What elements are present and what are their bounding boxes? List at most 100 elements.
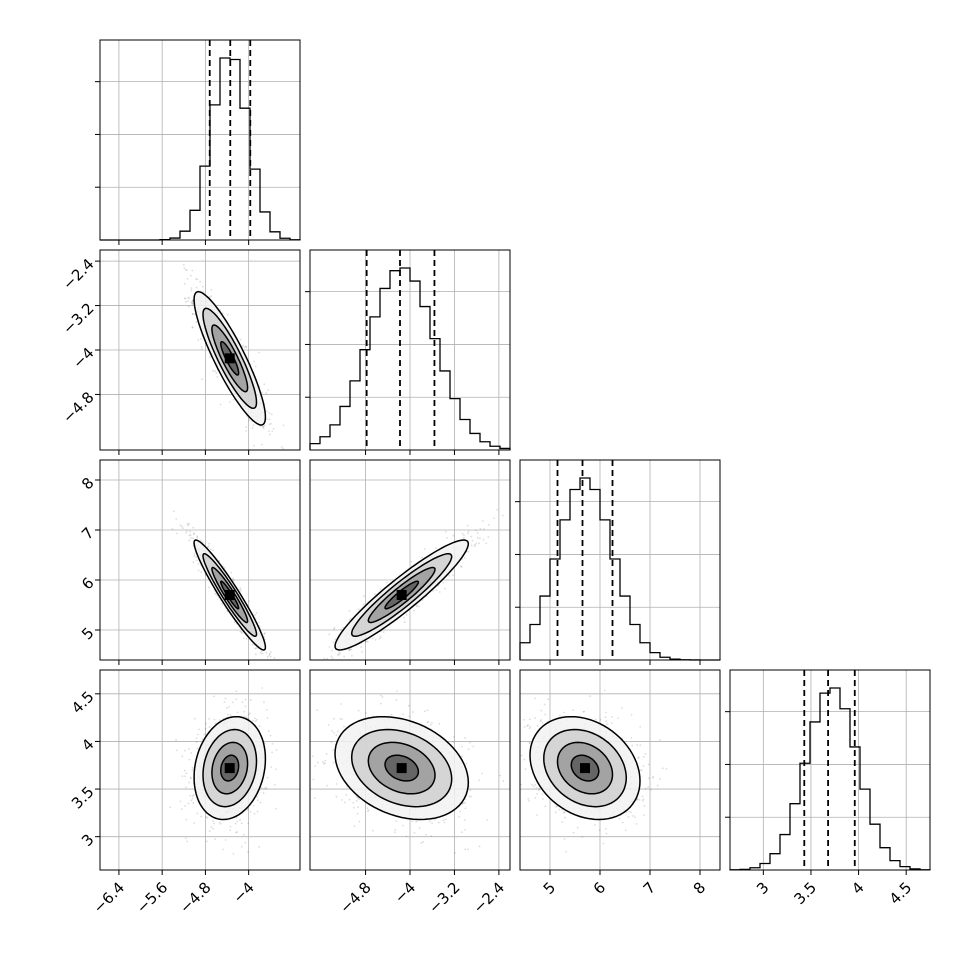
sample-point — [474, 543, 477, 546]
sample-point — [214, 370, 216, 372]
sample-point — [199, 539, 202, 542]
sample-point — [460, 565, 463, 568]
sample-point — [189, 530, 191, 533]
sample-point — [270, 422, 272, 425]
sample-point — [219, 309, 222, 312]
panel-2-2 — [515, 459, 721, 665]
sample-point — [478, 542, 481, 545]
sample-point — [233, 621, 236, 624]
sample-point — [193, 822, 196, 824]
sample-point — [348, 619, 351, 622]
sample-point — [185, 818, 188, 821]
sample-point — [235, 690, 238, 693]
sample-point — [242, 344, 244, 347]
sample-point — [357, 709, 360, 712]
sample-point — [206, 546, 209, 549]
sample-point — [183, 769, 186, 772]
sample-point — [479, 527, 482, 530]
sample-point — [339, 703, 342, 705]
sample-point — [266, 410, 268, 413]
panel-frame — [99, 669, 301, 871]
sample-point — [191, 795, 194, 797]
sample-point — [339, 717, 341, 720]
sample-point — [190, 752, 193, 754]
sample-point — [343, 801, 346, 804]
sample-point — [415, 820, 418, 823]
sample-point — [350, 648, 353, 651]
sample-point — [189, 534, 192, 537]
sample-point — [201, 378, 204, 381]
sample-point — [532, 785, 535, 788]
sample-point — [224, 697, 227, 700]
sample-point — [232, 579, 235, 582]
sample-point — [184, 297, 187, 300]
sample-point — [402, 713, 404, 716]
sample-point — [190, 301, 193, 304]
sample-point — [429, 723, 432, 726]
sample-point — [197, 562, 200, 565]
contour-line — [220, 754, 240, 782]
sample-point — [267, 389, 270, 392]
sample-point — [394, 831, 396, 834]
sample-point — [184, 297, 186, 300]
sample-point — [501, 514, 504, 517]
sample-point — [467, 530, 470, 533]
sample-point — [333, 717, 335, 720]
sample-point — [303, 738, 305, 740]
sample-point — [188, 534, 191, 537]
sample-point — [208, 355, 211, 358]
sample-point — [313, 797, 316, 800]
sample-point — [371, 829, 374, 832]
sample-point — [229, 825, 232, 828]
sample-point — [265, 786, 267, 789]
sample-point — [327, 723, 330, 726]
sample-point — [367, 809, 370, 812]
sample-point — [351, 654, 353, 657]
sample-point — [346, 786, 349, 788]
sample-point — [603, 689, 606, 692]
sample-point — [555, 805, 558, 808]
sample-point — [460, 831, 463, 834]
sample-point — [473, 545, 476, 547]
sample-point — [200, 815, 202, 818]
sample-point — [219, 719, 221, 722]
sample-point — [249, 811, 252, 813]
sample-point — [461, 745, 463, 748]
sample-point — [185, 531, 188, 534]
sample-point — [260, 786, 263, 789]
sample-point — [554, 811, 557, 814]
sample-point — [403, 621, 406, 623]
sample-point — [378, 637, 381, 640]
sample-point — [581, 836, 584, 839]
sample-point — [341, 799, 344, 801]
sample-point — [333, 628, 335, 630]
sample-point — [382, 631, 385, 633]
sample-point — [193, 532, 196, 535]
sample-point — [200, 571, 203, 574]
sample-point — [528, 742, 531, 744]
sample-point — [605, 720, 608, 723]
sample-point — [272, 427, 275, 430]
sample-point — [244, 698, 247, 701]
sample-point — [186, 269, 188, 271]
sample-point — [422, 841, 425, 843]
sample-point — [539, 719, 542, 721]
sample-point — [197, 339, 200, 341]
sample-point — [416, 604, 418, 607]
sample-point — [464, 801, 467, 804]
sample-point — [411, 711, 414, 713]
sample-point — [247, 822, 250, 825]
sample-point — [561, 821, 563, 823]
sample-point — [248, 419, 250, 422]
sample-point — [223, 567, 226, 569]
sample-point — [366, 810, 369, 812]
sample-point — [326, 784, 328, 787]
sample-point — [328, 645, 331, 648]
sample-point — [271, 751, 273, 754]
sample-point — [536, 725, 539, 727]
sample-point — [331, 649, 333, 652]
sample-point — [280, 445, 283, 448]
sample-point — [361, 650, 364, 653]
sample-point — [521, 479, 523, 481]
